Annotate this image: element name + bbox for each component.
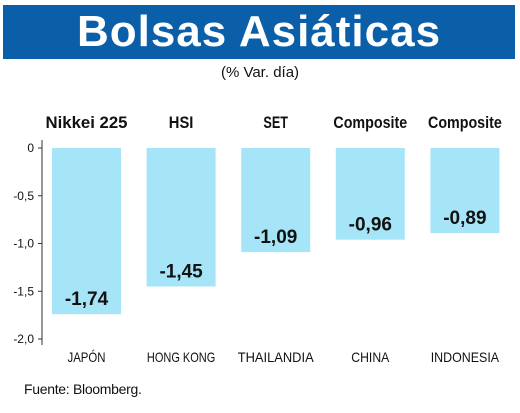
y-tick-label: -1,5 [13,284,34,298]
y-tick-label: -1,0 [13,237,34,251]
bar [52,148,121,315]
category-label: CHINA [351,349,390,365]
bar [146,148,216,287]
category-label: INDONESIA [431,349,500,365]
bar-value-label: -1,74 [65,289,109,310]
y-tick-label: -0,5 [13,189,34,203]
bar [241,148,311,253]
bar-value-label: -1,09 [254,227,297,248]
title-banner: Bolsas Asiáticas [3,5,515,59]
chart-subtitle: (% Var. día) [220,64,300,81]
y-tick-label: 0 [27,141,34,155]
bar-value-label: -1,45 [159,261,203,282]
category-label: JAPÓN [68,349,106,365]
index-name-label: HSI [169,113,194,132]
category-label: THAILANDIA [238,349,315,365]
y-tick-label: -2,0 [13,332,34,346]
bar-value-label: -0,96 [349,215,392,236]
bar-value-label: -0,89 [443,208,486,229]
category-label: HONG KONG [147,349,215,365]
index-name-label: Composite [333,113,407,132]
index-name-label: Nikkei 225 [46,113,128,132]
chart-title: Bolsas Asiáticas [76,7,442,56]
source-note: Fuente: Bloomberg. [24,381,142,397]
bar [430,148,500,233]
index-name-label: Composite [428,113,502,132]
bar [335,148,405,240]
index-name-label: SET [263,113,288,132]
